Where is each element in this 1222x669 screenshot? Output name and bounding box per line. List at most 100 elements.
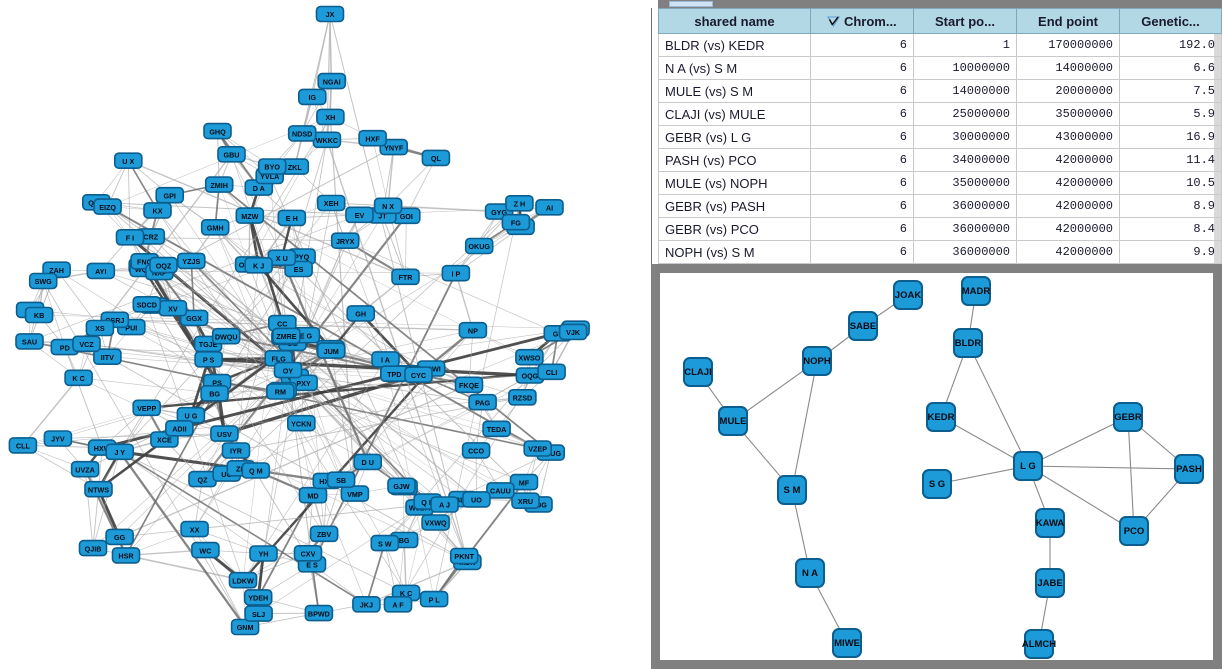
svg-text:GGX: GGX (186, 314, 202, 323)
svg-text:XH: XH (325, 113, 335, 122)
svg-text:SABE: SABE (850, 321, 876, 332)
svg-text:NTWS: NTWS (88, 485, 109, 494)
svg-text:SAU: SAU (22, 338, 37, 347)
svg-text:I P: I P (452, 269, 461, 278)
svg-text:WKKC: WKKC (316, 136, 338, 145)
svg-text:BPWD: BPWD (308, 609, 330, 618)
svg-text:EV: EV (355, 211, 365, 220)
svg-text:ZBV: ZBV (317, 530, 332, 539)
svg-text:A J: A J (439, 501, 450, 510)
svg-text:USV: USV (217, 430, 232, 439)
svg-text:CXV: CXV (301, 550, 316, 559)
svg-text:BG: BG (399, 536, 410, 545)
svg-text:XCE: XCE (157, 436, 172, 445)
svg-text:A F: A F (392, 601, 404, 610)
svg-text:FKQE: FKQE (459, 381, 479, 390)
svg-text:YH: YH (259, 550, 269, 559)
svg-text:XV: XV (168, 304, 178, 313)
svg-text:CC: CC (277, 319, 287, 328)
svg-text:WC: WC (199, 546, 211, 555)
svg-text:SLJ: SLJ (252, 610, 265, 619)
svg-text:GNM: GNM (237, 623, 254, 632)
svg-text:NOPH: NOPH (803, 356, 831, 367)
svg-text:MZW: MZW (241, 212, 258, 221)
svg-text:E S: E S (306, 561, 318, 570)
svg-text:KB: KB (34, 311, 44, 320)
svg-text:VMP: VMP (347, 490, 363, 499)
svg-text:OKUG: OKUG (468, 242, 490, 251)
svg-text:UVZA: UVZA (75, 465, 95, 474)
svg-text:XRU: XRU (518, 497, 533, 506)
svg-text:GEBR: GEBR (1114, 412, 1142, 423)
svg-text:YCKN: YCKN (291, 419, 311, 428)
svg-text:D A: D A (253, 184, 265, 193)
svg-text:JX: JX (326, 10, 335, 19)
svg-text:PXY: PXY (296, 379, 311, 388)
svg-text:CLAJI: CLAJI (684, 367, 711, 378)
svg-text:UO: UO (471, 496, 482, 505)
svg-text:S W: S W (378, 539, 392, 548)
svg-text:AYI: AYI (95, 267, 106, 276)
svg-text:JOAK: JOAK (895, 290, 922, 301)
svg-text:NGAI: NGAI (323, 77, 341, 86)
svg-text:CLI: CLI (546, 368, 558, 377)
svg-text:TEDA: TEDA (487, 425, 507, 434)
svg-text:SB: SB (336, 476, 346, 485)
svg-text:K C: K C (72, 374, 84, 383)
svg-text:GBU: GBU (224, 151, 240, 160)
svg-text:JUM: JUM (324, 347, 339, 356)
svg-text:E H: E H (286, 214, 298, 223)
svg-text:N A: N A (802, 568, 818, 579)
svg-text:PASH: PASH (1176, 464, 1202, 475)
svg-text:CLL: CLL (16, 442, 31, 451)
svg-text:VEPP: VEPP (137, 404, 156, 413)
svg-text:MIWE: MIWE (834, 638, 860, 649)
svg-text:SDCD: SDCD (137, 301, 157, 310)
svg-text:MD: MD (307, 491, 318, 500)
svg-text:RZSD: RZSD (513, 394, 533, 403)
svg-text:PKNT: PKNT (454, 552, 474, 561)
svg-text:SWG: SWG (35, 277, 53, 286)
svg-text:CCO: CCO (468, 447, 484, 456)
svg-text:E G: E G (300, 331, 313, 340)
svg-text:OQG: OQG (522, 372, 539, 381)
svg-text:N X: N X (382, 202, 394, 211)
svg-text:J Y: J Y (114, 448, 125, 457)
svg-text:PCO: PCO (1124, 526, 1145, 537)
svg-text:ZKL: ZKL (288, 163, 303, 172)
svg-text:JYV: JYV (51, 435, 65, 444)
svg-text:YZJS: YZJS (182, 257, 200, 266)
svg-text:F I: F I (126, 234, 134, 243)
svg-text:HSR: HSR (118, 552, 134, 561)
svg-text:P L: P L (429, 595, 441, 604)
svg-text:VCZ: VCZ (79, 340, 94, 349)
svg-text:GOI: GOI (400, 212, 413, 221)
svg-text:PAG: PAG (475, 398, 490, 407)
svg-text:L G: L G (1020, 461, 1036, 472)
svg-text:IYR: IYR (230, 447, 243, 456)
svg-text:HXF: HXF (365, 134, 380, 143)
svg-text:ES: ES (294, 265, 304, 274)
svg-text:IITV: IITV (101, 353, 114, 362)
svg-text:PYQ: PYQ (294, 253, 310, 262)
svg-text:Z H: Z H (514, 200, 526, 209)
svg-text:ZMRE: ZMRE (276, 332, 297, 341)
svg-text:JABE: JABE (1037, 578, 1062, 589)
svg-text:CRZ: CRZ (143, 233, 158, 242)
svg-text:PD: PD (60, 343, 70, 352)
svg-text:Q M: Q M (249, 467, 263, 476)
svg-text:IG: IG (309, 93, 317, 102)
svg-text:P S: P S (203, 356, 215, 365)
svg-text:BG: BG (209, 390, 220, 399)
svg-text:LDKW: LDKW (232, 576, 254, 585)
svg-text:MADR: MADR (962, 286, 991, 297)
svg-text:KX: KX (153, 207, 163, 216)
svg-text:RM: RM (275, 388, 286, 397)
svg-text:AI: AI (546, 204, 553, 213)
svg-text:TPD: TPD (387, 370, 401, 379)
svg-text:BLDR: BLDR (955, 338, 982, 349)
svg-text:U X: U X (122, 157, 134, 166)
svg-text:VXWQ: VXWQ (425, 519, 447, 528)
svg-text:X U: X U (276, 254, 288, 263)
svg-text:GJW: GJW (393, 482, 410, 491)
